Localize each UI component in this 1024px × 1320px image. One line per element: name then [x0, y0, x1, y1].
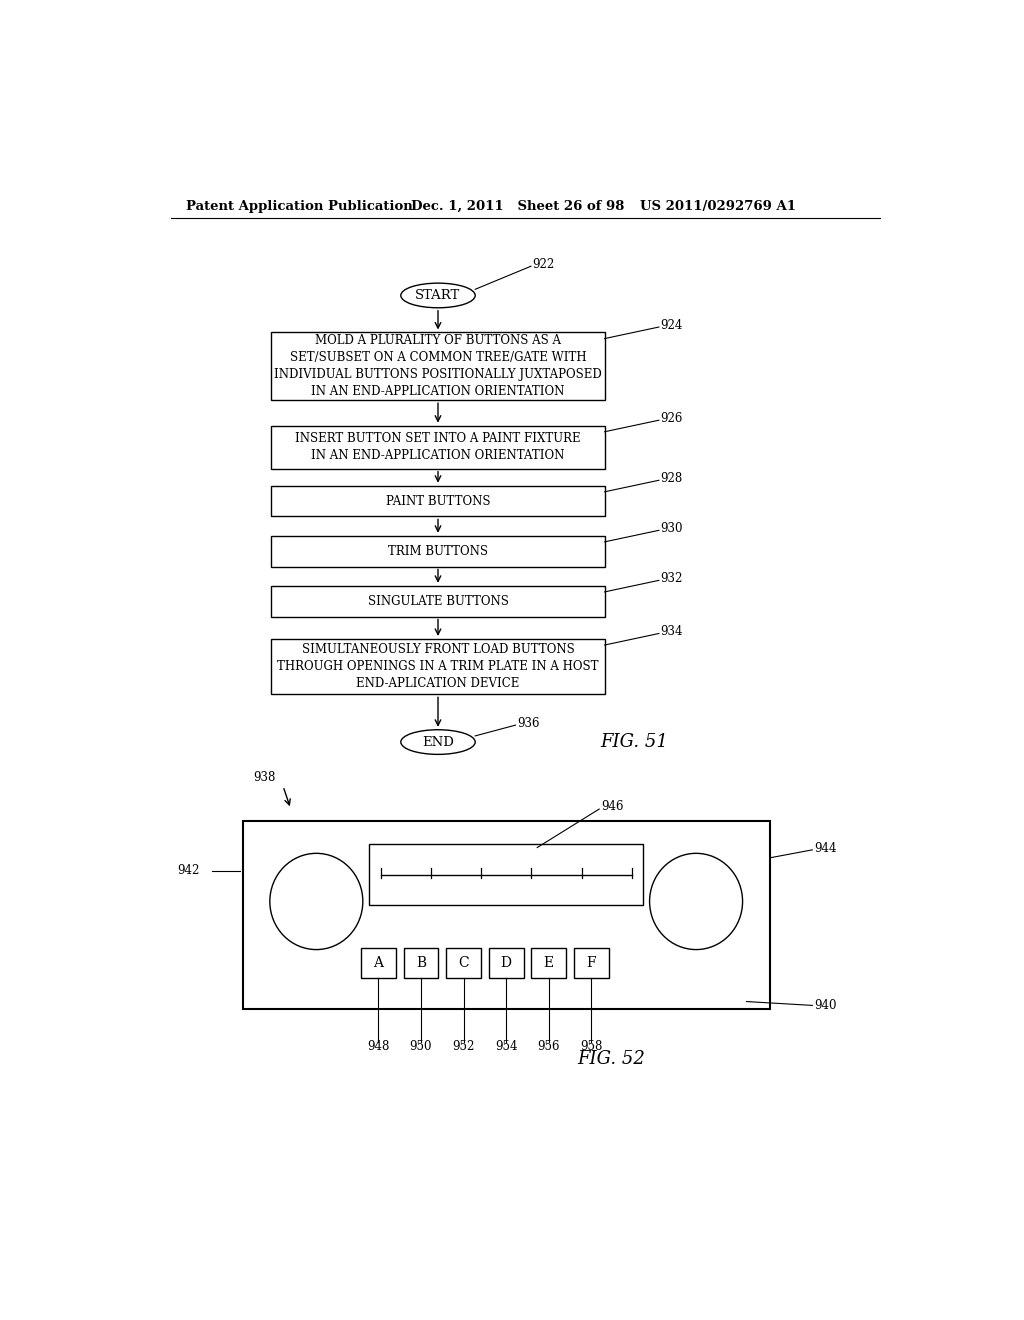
Text: PAINT BUTTONS: PAINT BUTTONS: [386, 495, 490, 508]
Text: 930: 930: [660, 523, 683, 536]
Text: 954: 954: [495, 1040, 517, 1053]
Text: FIG. 52: FIG. 52: [578, 1051, 645, 1068]
Text: 938: 938: [254, 771, 275, 784]
Text: 958: 958: [581, 1040, 603, 1053]
Text: 950: 950: [410, 1040, 432, 1053]
Text: SIMULTANEOUSLY FRONT LOAD BUTTONS
THROUGH OPENINGS IN A TRIM PLATE IN A HOST
END: SIMULTANEOUSLY FRONT LOAD BUTTONS THROUG…: [278, 643, 599, 690]
Text: US 2011/0292769 A1: US 2011/0292769 A1: [640, 199, 796, 213]
Text: D: D: [501, 956, 512, 970]
Text: Patent Application Publication: Patent Application Publication: [186, 199, 413, 213]
Text: 956: 956: [538, 1040, 560, 1053]
Text: F: F: [587, 956, 596, 970]
Text: 942: 942: [178, 865, 200, 878]
Text: SINGULATE BUTTONS: SINGULATE BUTTONS: [368, 594, 509, 607]
Text: MOLD A PLURALITY OF BUTTONS AS A
SET/SUBSET ON A COMMON TREE/GATE WITH
INDIVIDUA: MOLD A PLURALITY OF BUTTONS AS A SET/SUB…: [274, 334, 602, 399]
Text: END: END: [422, 735, 454, 748]
Text: 944: 944: [814, 842, 837, 855]
Text: 936: 936: [517, 717, 540, 730]
Text: FIG. 51: FIG. 51: [601, 733, 669, 751]
Text: 926: 926: [660, 412, 683, 425]
Text: 934: 934: [660, 626, 683, 639]
Text: TRIM BUTTONS: TRIM BUTTONS: [388, 545, 488, 557]
Text: START: START: [416, 289, 461, 302]
Text: 940: 940: [814, 999, 837, 1012]
Text: INSERT BUTTON SET INTO A PAINT FIXTURE
IN AN END-APPLICATION ORIENTATION: INSERT BUTTON SET INTO A PAINT FIXTURE I…: [295, 432, 581, 462]
Text: E: E: [544, 956, 554, 970]
Text: 932: 932: [660, 573, 683, 585]
Text: Dec. 1, 2011   Sheet 26 of 98: Dec. 1, 2011 Sheet 26 of 98: [411, 199, 625, 213]
Text: 952: 952: [453, 1040, 475, 1053]
Text: 946: 946: [601, 800, 624, 813]
Text: 922: 922: [532, 259, 555, 271]
Text: 948: 948: [368, 1040, 389, 1053]
Text: 924: 924: [660, 319, 683, 333]
Text: A: A: [374, 956, 383, 970]
Text: B: B: [416, 956, 426, 970]
Text: 928: 928: [660, 473, 683, 486]
Text: C: C: [459, 956, 469, 970]
